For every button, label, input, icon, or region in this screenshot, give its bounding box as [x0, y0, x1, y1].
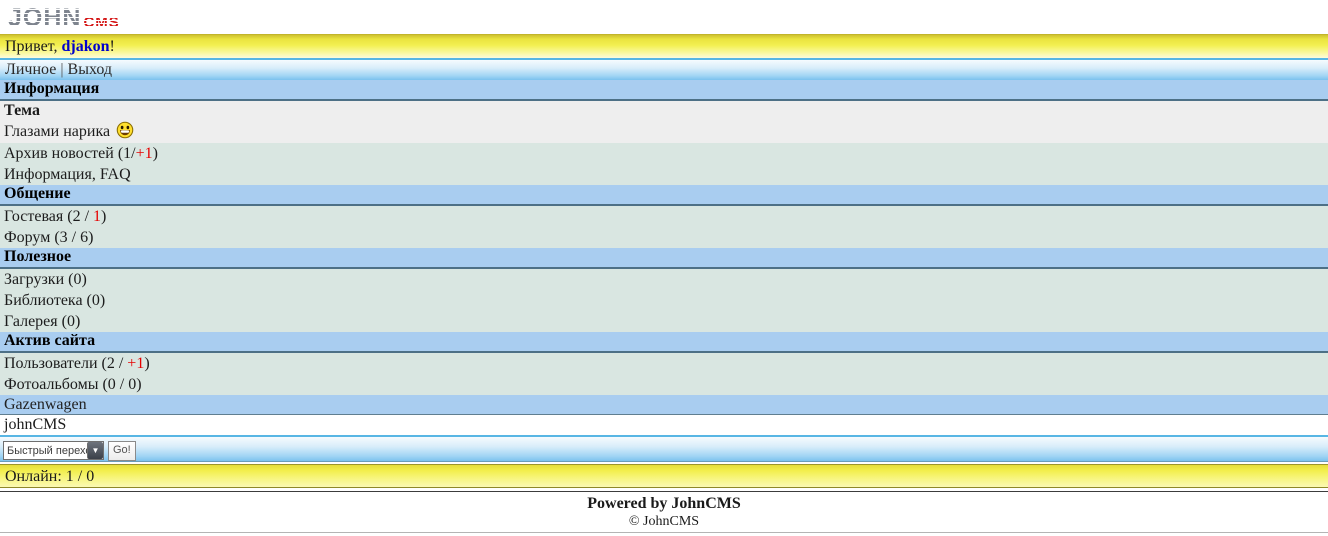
menu-item-photo-albums[interactable]: Фотоальбомы (0 / 0): [0, 374, 1328, 395]
section-information: Информация Тема Глазами нарика Архив нов…: [0, 80, 1328, 185]
menu-item-gallery[interactable]: Галерея (0): [0, 311, 1328, 332]
menu-item-label-end: ): [144, 355, 150, 372]
greeting-bar: Привет, djakon!: [0, 34, 1328, 58]
copyright-text: © JohnCMS: [628, 514, 700, 529]
logo-cms-text: CMS: [83, 14, 120, 31]
johncms-link[interactable]: johnCMS: [0, 415, 1328, 435]
new-items-count: 1: [93, 208, 102, 225]
nav-separator: |: [60, 61, 64, 78]
greeting-suffix: !: [109, 38, 115, 55]
section-header-useful: Полезное: [0, 248, 1328, 269]
menu-item-downloads[interactable]: Загрузки (0): [0, 269, 1328, 290]
menu-item-label-end: ): [101, 208, 107, 225]
greeting-prefix: Привет,: [5, 38, 62, 55]
logo-john-text: JOHN: [8, 4, 82, 32]
nav-bar: Личное | Выход: [0, 58, 1328, 80]
menu-item-label-end: ): [152, 145, 158, 162]
menu-item-guestbook[interactable]: Гостевая (2 / 1): [0, 206, 1328, 227]
online-counter-bar: Онлайн: 1 / 0: [0, 464, 1328, 488]
menu-item-forum[interactable]: Форум (3 / 6): [0, 227, 1328, 248]
page-bottom-border: [0, 532, 1328, 533]
menu-item-news-archive[interactable]: Архив новостей (1/+1): [0, 143, 1328, 164]
menu-item-label: Глазами нарика: [4, 123, 115, 140]
quick-jump-selected-value: Быстрый переход: [7, 445, 87, 457]
logo-bar: JOHN CMS: [0, 0, 1328, 34]
menu-item-label: Архив новостей (1/: [4, 145, 136, 162]
menu-item-news-topic[interactable]: Глазами нарика: [0, 121, 1328, 143]
menu-item-users[interactable]: Пользователи (2 / +1): [0, 353, 1328, 374]
section-header-communication: Общение: [0, 185, 1328, 206]
quick-jump-select[interactable]: Быстрый переход ▼: [3, 441, 104, 460]
dropdown-arrow-icon[interactable]: ▼: [87, 442, 103, 459]
johncms-logo[interactable]: JOHN CMS: [8, 6, 120, 31]
go-button[interactable]: Go!: [108, 440, 136, 461]
section-header-site-activity: Актив сайта: [0, 332, 1328, 353]
powered-by-text: Powered by JohnCMS: [587, 495, 741, 512]
menu-item-label: Гостевая (2 /: [4, 208, 94, 225]
username-link[interactable]: djakon: [61, 38, 110, 55]
nav-logout-link[interactable]: Выход: [67, 61, 113, 78]
nav-personal-link[interactable]: Личное: [5, 61, 57, 78]
new-items-count: +1: [135, 145, 153, 162]
section-communication: Общение Гостевая (2 / 1) Форум (3 / 6): [0, 185, 1328, 248]
footer: Powered by JohnCMS © JohnCMS: [0, 492, 1328, 532]
news-block-title: Тема: [0, 101, 1328, 121]
footer-divider: [0, 491, 1328, 492]
menu-item-library[interactable]: Библиотека (0): [0, 290, 1328, 311]
menu-item-info-faq[interactable]: Информация, FAQ: [0, 164, 1328, 185]
menu-item-label: Пользователи (2 /: [4, 355, 128, 372]
section-site-activity: Актив сайта Пользователи (2 / +1) Фотоал…: [0, 332, 1328, 395]
new-items-count: +1: [127, 355, 145, 372]
quick-jump-bar: Быстрый переход ▼ Go!: [0, 435, 1328, 462]
section-useful: Полезное Загрузки (0) Библиотека (0) Гал…: [0, 248, 1328, 332]
smiley-icon: [116, 121, 134, 139]
section-header-information: Информация: [0, 80, 1328, 101]
counter-link-gazenwagen[interactable]: Gazenwagen: [0, 395, 1328, 415]
